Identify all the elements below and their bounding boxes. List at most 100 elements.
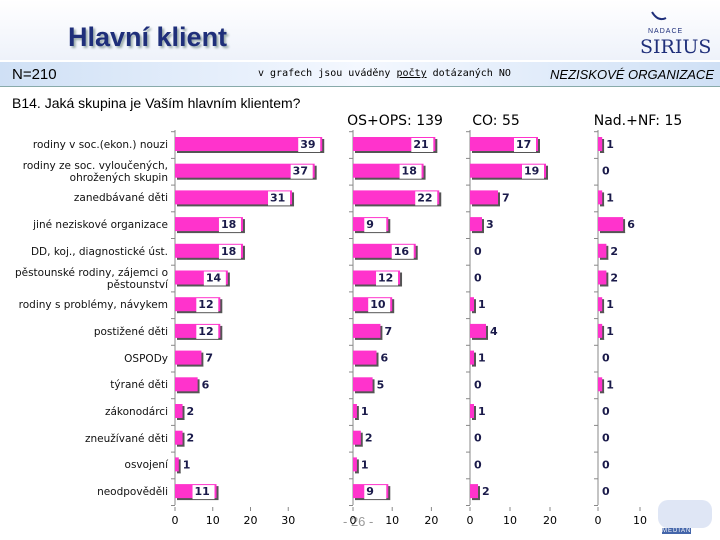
note-text: počty — [396, 68, 427, 79]
value-label: 0 — [602, 165, 610, 178]
label-box — [600, 164, 622, 179]
label-box — [368, 298, 391, 313]
value-label: 10 — [370, 298, 386, 311]
bar — [470, 190, 498, 205]
note-text: dotázaných NO — [426, 68, 511, 79]
value-label: 1 — [606, 138, 614, 151]
label-box — [290, 164, 313, 179]
category-label: týrané děti — [110, 379, 168, 392]
category-label: zákonodárci — [104, 406, 168, 418]
bar — [470, 484, 478, 499]
label-box — [364, 485, 387, 500]
bar — [353, 430, 361, 445]
label-box — [196, 324, 219, 339]
value-label: 11 — [195, 485, 210, 498]
label-box — [604, 378, 627, 393]
label-box — [600, 485, 622, 500]
logo-text: MEDIAN — [662, 528, 692, 534]
value-label: 16 — [394, 245, 410, 258]
bar — [598, 323, 603, 338]
label-box — [600, 431, 622, 446]
label-box — [600, 405, 622, 419]
bar — [353, 323, 381, 338]
bar — [353, 350, 377, 365]
x-tick-label: 10 — [385, 514, 399, 527]
value-label: 18 — [221, 218, 236, 231]
bar — [175, 377, 198, 392]
value-label: 0 — [602, 432, 610, 445]
label-box — [472, 244, 494, 259]
question: B14. Jaká skupina je Vaším hlavním klien… — [12, 95, 301, 111]
value-label: 1 — [478, 405, 486, 418]
value-label: 2 — [482, 485, 490, 498]
page-number: - 26 - — [343, 514, 374, 529]
x-tick-label: 0 — [350, 514, 357, 527]
value-label: 12 — [378, 272, 393, 285]
label-box — [480, 485, 502, 500]
label-box — [199, 378, 222, 393]
label-box — [604, 324, 627, 339]
value-label: 1 — [606, 298, 614, 311]
label-box — [476, 298, 498, 313]
note-text: v grafech jsou uváděny — [258, 68, 397, 79]
category-label: rodiny v soc.(ekon.) nouzi — [32, 139, 168, 151]
value-label: 1 — [606, 325, 614, 338]
category-label: postižené děti — [93, 325, 168, 338]
value-label: 6 — [627, 218, 635, 231]
bar-shadow — [177, 459, 181, 474]
label-box — [203, 271, 226, 286]
logo-mark — [658, 500, 712, 528]
value-label: 19 — [524, 165, 539, 178]
bar — [470, 350, 474, 365]
label-box — [399, 164, 422, 179]
label-box — [382, 324, 405, 339]
category-label: neodpověděli — [97, 486, 168, 499]
bar — [175, 163, 315, 178]
logo-text: SIRIUS — [640, 36, 712, 58]
label-box — [600, 458, 622, 473]
bar-shadow — [355, 459, 359, 474]
panel-title: CO: 55 — [472, 113, 520, 129]
value-label: 0 — [474, 245, 482, 258]
slide-title: Hlavní klient — [68, 22, 228, 52]
info-band — [0, 62, 720, 87]
label-box — [411, 138, 434, 152]
label-box — [604, 191, 627, 206]
value-label: 0 — [474, 378, 482, 391]
label-box — [472, 271, 494, 286]
bar — [470, 323, 486, 338]
x-tick-label: 20 — [543, 514, 557, 527]
x-tick-label: 10 — [503, 514, 517, 527]
value-label: 1 — [478, 298, 486, 311]
label-box — [600, 351, 622, 366]
value-label: 1 — [606, 378, 614, 391]
label-box — [476, 405, 498, 419]
category-label: DD, koj., diagnostické úst. — [30, 245, 168, 258]
value-label: 1 — [361, 458, 369, 471]
label-box — [364, 218, 387, 233]
label-box — [180, 458, 203, 473]
category-label: rodiny ze soc. vyloučených, ohrožených s… — [22, 159, 168, 184]
value-label: 0 — [474, 432, 482, 445]
value-label: 0 — [602, 405, 610, 418]
bar — [175, 137, 323, 151]
category-label: zanedbávané děti — [73, 192, 168, 205]
label-box — [522, 164, 544, 179]
value-label: 9 — [366, 218, 374, 231]
label-box — [391, 244, 414, 259]
value-label: 7 — [205, 352, 213, 365]
label-box — [218, 218, 241, 233]
section-label: NEZISKOVÉ ORGANIZACE — [550, 67, 714, 82]
sample-size: N=210 — [12, 66, 57, 83]
label-box — [298, 138, 321, 152]
value-label: 1 — [606, 191, 614, 204]
value-label: 2 — [365, 432, 373, 445]
bar — [598, 270, 607, 285]
bar — [175, 457, 179, 472]
value-label: 3 — [486, 218, 494, 231]
label-box — [484, 218, 506, 233]
bar — [598, 190, 603, 205]
value-label: 1 — [361, 405, 369, 418]
value-label: 18 — [221, 245, 236, 258]
label-box — [608, 244, 631, 259]
